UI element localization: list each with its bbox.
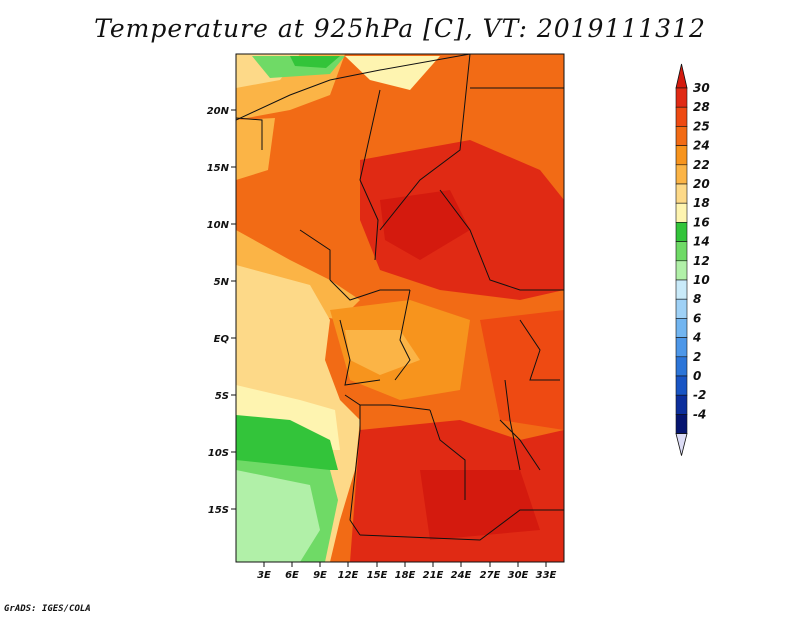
colorbar-bottom-cap	[675, 433, 688, 456]
colorbar-label: 10	[693, 273, 710, 287]
lon-label: 18E	[395, 570, 416, 581]
lon-label: 21E	[423, 570, 444, 581]
colorbar-top-cap	[675, 63, 688, 89]
lon-label: 30E	[508, 570, 529, 581]
colorbar-label: 2	[693, 350, 701, 364]
colorbar-label: 0	[693, 369, 701, 383]
colorbar-label: 22	[693, 158, 710, 172]
colorbar-swatch	[675, 164, 688, 185]
map-frame	[235, 53, 565, 563]
lat-label: 15S	[208, 505, 229, 516]
colorbar-label: 8	[693, 292, 701, 306]
country-borders	[236, 54, 564, 541]
colorbar-label: 24	[693, 139, 710, 153]
colorbar-swatch	[675, 183, 688, 204]
colorbar-label: -2	[693, 388, 706, 402]
lat-label: 5N	[214, 277, 230, 288]
colorbar-label: 12	[693, 254, 710, 268]
lon-label: 24E	[451, 570, 472, 581]
colorbar-swatch	[675, 394, 688, 415]
lat-label: EQ	[214, 334, 230, 345]
lon-label: 12E	[338, 570, 359, 581]
colorbar-label: 28	[693, 100, 710, 114]
latitude-axis: 20N 15N 10N 5N EQ 5S 10S 15S	[207, 106, 236, 516]
colorbar-swatch	[675, 356, 688, 377]
colorbar-label: 4	[692, 331, 701, 345]
colorbar-swatch	[675, 241, 688, 262]
lat-label: 20N	[207, 106, 230, 117]
credit-text: GrADS: IGES/COLA	[4, 604, 91, 614]
colorbar-label: 14	[693, 235, 710, 249]
colorbar-label: 6	[693, 311, 701, 325]
longitude-axis: 3E 6E 9E 12E 15E 18E 21E 24E 27E 30E 33E	[257, 562, 557, 581]
colorbar-swatch	[675, 260, 688, 281]
colorbar-swatch	[675, 414, 688, 434]
lon-label: 27E	[480, 570, 501, 581]
lat-label: 5S	[215, 391, 229, 402]
chart-title: Temperature at 925hPa [C], VT: 201911131…	[94, 14, 706, 43]
colorbar-swatch	[675, 279, 688, 300]
colorbar-swatch	[675, 375, 688, 396]
temperature-field	[236, 54, 564, 562]
colorbar-label: 16	[693, 215, 710, 229]
colorbar-label: 30	[693, 81, 710, 95]
lon-label: 6E	[285, 570, 299, 581]
colorbar-swatch	[675, 106, 688, 127]
colorbar-swatch	[675, 337, 688, 358]
colorbar-swatch	[675, 318, 688, 338]
colorbar-swatch	[675, 222, 688, 242]
colorbar-label: 25	[693, 119, 710, 133]
lat-label: 10S	[208, 448, 229, 459]
lon-label: 15E	[367, 570, 388, 581]
lat-label: 10N	[207, 220, 230, 231]
lon-label: 33E	[536, 570, 557, 581]
colorbar-label: 20	[693, 177, 710, 191]
colorbar-swatch	[675, 298, 688, 319]
colorbar-swatch	[675, 145, 688, 166]
colorbar-swatch	[675, 126, 688, 146]
colorbar-label: -4	[693, 407, 706, 421]
lon-label: 3E	[257, 570, 271, 581]
lat-label: 15N	[207, 163, 230, 174]
colorbar-label: 18	[693, 196, 710, 210]
lon-label: 9E	[313, 570, 327, 581]
colorbar-swatch	[675, 87, 688, 108]
colorbar-swatch	[675, 202, 688, 223]
